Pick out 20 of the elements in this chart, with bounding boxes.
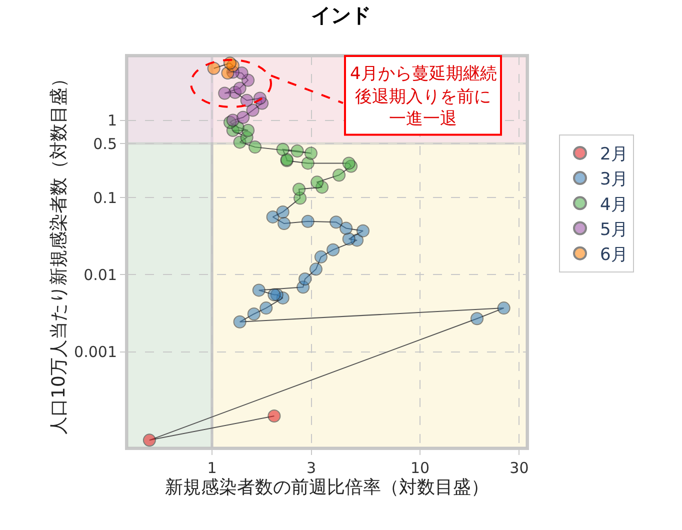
legend-label: 6月	[600, 244, 628, 265]
annotation: 4月から蔓延期継続	[350, 64, 497, 84]
chart-title: インド	[311, 2, 371, 27]
legend-label: 4月	[600, 194, 628, 215]
x-axis-title: 新規感染者数の前週比倍率（対数目盛）	[165, 477, 489, 498]
legend-label: 2月	[600, 144, 628, 165]
legend-label: 3月	[600, 170, 628, 190]
x-tick-label: 3	[306, 459, 316, 477]
annotation: 後退期入りを前に	[355, 87, 491, 107]
y-tick-label: 0.5	[93, 134, 117, 153]
x-tick-label: 1	[207, 459, 217, 477]
annotation: 一進一退	[389, 109, 457, 129]
y-tick-label: 1	[107, 112, 117, 130]
y-axis-title: 人口10万人当たり新規感染者数（対数目盛）	[48, 70, 70, 434]
x-tick-label: 30	[510, 459, 529, 477]
x-tick-label: 10	[410, 459, 430, 477]
y-tick-label: 0.1	[93, 188, 117, 207]
legend-label: 5月	[600, 220, 628, 240]
y-tick-label: 0.001	[74, 343, 117, 362]
y-tick-label: 0.01	[84, 266, 117, 284]
